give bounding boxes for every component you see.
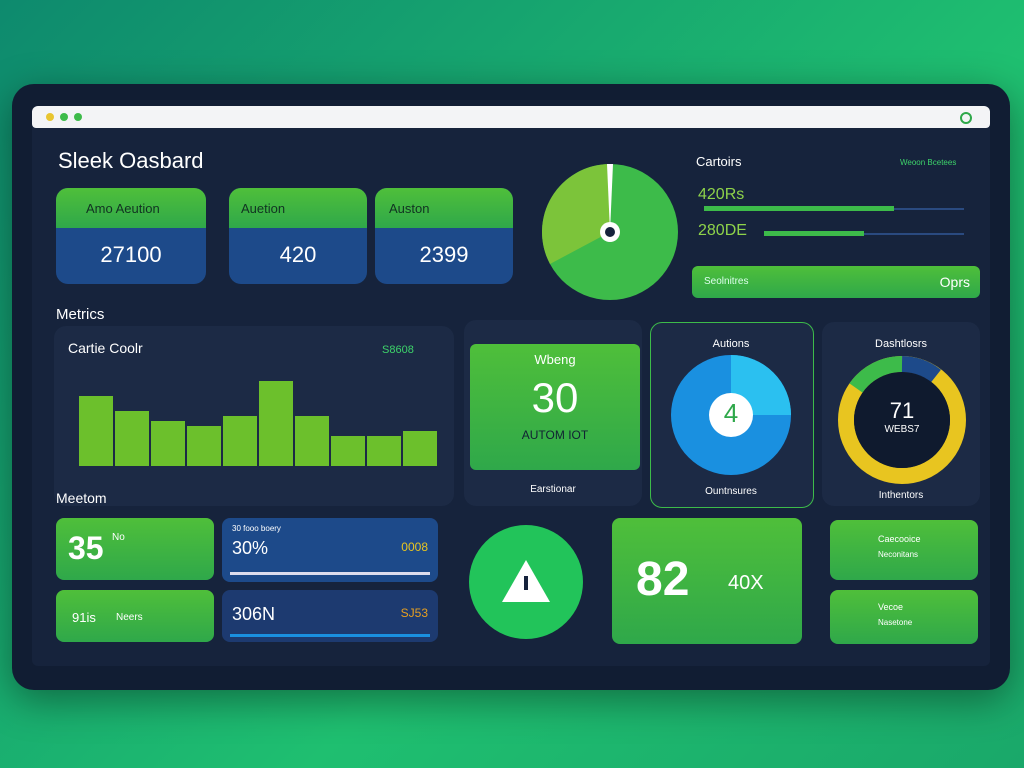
section-heading: Metrics: [56, 306, 105, 323]
card-label: Auston: [389, 201, 430, 216]
alert-mark: [524, 576, 528, 590]
bar: [403, 431, 437, 466]
small-value: 91is: [72, 610, 96, 625]
card-value: 2399: [419, 242, 469, 267]
stat-card: Auetion 420: [229, 188, 367, 284]
dot: [960, 112, 972, 124]
card-label: Auetion: [241, 201, 286, 216]
link: Weoon Bcetees: [900, 158, 957, 167]
card-value: 27100: [100, 242, 162, 267]
side-card: Caecooice Neconitans: [830, 520, 978, 580]
dot: [60, 113, 68, 121]
tile-sub: AUTOM IOT: [521, 428, 589, 442]
section-title: Cartoirs: [696, 154, 742, 169]
small-label: Neers: [116, 612, 143, 623]
side-card: Vecoe Nasetone: [830, 590, 978, 644]
stat-card: Auston 2399: [375, 188, 513, 284]
card-header: [375, 188, 513, 228]
tile-footer: Earstionar: [530, 484, 576, 495]
pie-pointer: [607, 164, 613, 232]
side-title: Vecoe: [878, 602, 904, 612]
section-heading: Meetom: [56, 490, 107, 506]
tile-value: 4: [723, 398, 739, 428]
blue-value: 306N: [232, 604, 276, 624]
row-bar: [764, 231, 964, 236]
row-fill: [704, 206, 894, 211]
blue-right: 0008: [401, 540, 428, 554]
tile-value: 71: [889, 398, 915, 423]
side-sub: Neconitans: [878, 550, 919, 559]
tile-sub: WEBS7: [884, 424, 920, 435]
card-label: Amo Aeution: [86, 201, 160, 216]
blue-label: 30 fooo boery: [232, 524, 281, 533]
bar: [79, 396, 113, 466]
big-card: 35 No: [56, 518, 214, 580]
bar: [331, 436, 365, 466]
bar: [259, 381, 293, 466]
donut-segment: [849, 355, 903, 393]
donut-center: [854, 372, 950, 468]
big-sup: No: [112, 532, 125, 543]
bar: [295, 416, 329, 466]
pie: [542, 164, 678, 300]
bar-label: Seolnitres: [704, 276, 749, 287]
tile-footer: Ountnsures: [705, 486, 757, 497]
value-card: 82 40X: [612, 518, 802, 644]
bar-chart: [79, 381, 437, 466]
tile-inner: [470, 344, 640, 470]
pie-slice: [542, 164, 610, 264]
bar: [367, 436, 401, 466]
big-value: 35: [68, 530, 104, 566]
gauge-hub: [709, 393, 753, 437]
row-bar: [704, 206, 964, 211]
card-header: [229, 188, 367, 228]
dot: [74, 113, 82, 121]
chart-badge: S8608: [382, 344, 414, 356]
underline: [230, 634, 430, 637]
blue-value: 30%: [232, 538, 269, 558]
tile-title: Wbeng: [534, 352, 576, 367]
donut: [838, 355, 966, 484]
row-label: 280DE: [698, 222, 747, 239]
row-label: 420Rs: [698, 186, 745, 203]
donut-segment: [901, 356, 941, 383]
gauge: [671, 355, 791, 475]
small-card: 91is Neers: [56, 590, 214, 642]
side-title: Caecooice: [878, 534, 921, 544]
stat-card: Amo Aeution 27100: [56, 188, 206, 284]
bar: [223, 416, 257, 466]
bar: [187, 426, 221, 466]
chart-title: Cartie Coolr: [68, 340, 143, 356]
card-header: [56, 188, 206, 228]
title: Sleek Oasbard: [58, 148, 204, 173]
progress-bar: Seolnitres Oprs: [692, 266, 980, 298]
blue-card: 306N SJ53: [222, 590, 438, 642]
pie-hub: [605, 227, 615, 237]
dot: [46, 113, 54, 121]
tile-value: 30: [531, 374, 579, 421]
underline: [230, 572, 430, 575]
tile-title: Dashtlosrs: [875, 338, 927, 350]
side-sub: Nasetone: [878, 618, 913, 627]
tile-footer: Inthentors: [878, 490, 924, 501]
bar: [151, 421, 185, 466]
value: 82: [636, 553, 690, 606]
alert-icon: [469, 525, 583, 639]
value-sub: 40X: [728, 572, 764, 594]
row-fill: [764, 231, 864, 236]
blue-right: SJ53: [400, 606, 428, 620]
device-frame: Sleek Oasbard Amo Aeution 27100 Auetion …: [12, 84, 1010, 690]
blue-card: 30 fooo boery 30% 0008: [222, 518, 438, 582]
card-value: 420: [279, 242, 317, 267]
screen: Sleek Oasbard Amo Aeution 27100 Auetion …: [32, 106, 990, 666]
bar-value: Oprs: [939, 274, 970, 290]
tile-title: Autions: [712, 338, 750, 350]
browser-bar: [32, 106, 990, 128]
bar: [115, 411, 149, 466]
